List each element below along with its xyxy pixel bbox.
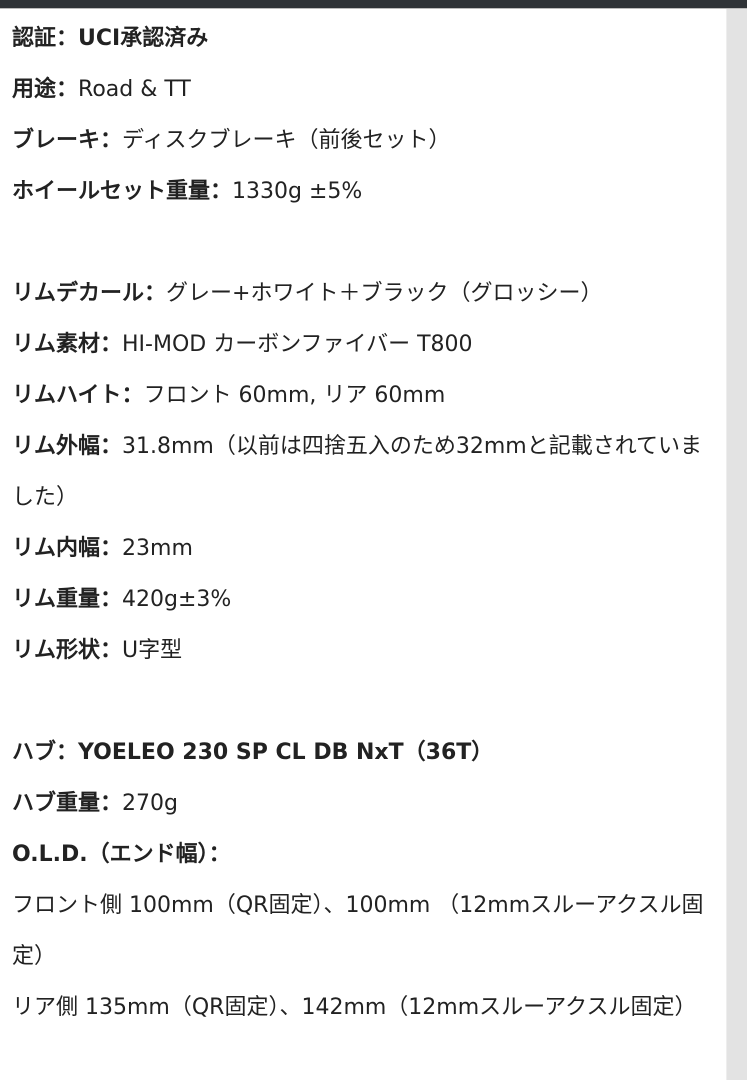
spec-label: ハブ： [12,740,79,765]
spec-value: YOELEO 230 SP CL DB NxT（36T） [78,740,494,765]
spec-label: リム外幅： [12,434,123,459]
spec-value: フロント 60mm, リア 60mm [143,383,446,408]
spec-value: ディスクブレーキ（前後セット） [122,128,451,153]
spec-line: リム外幅：31.8mm（以前は四捨五入のため32mmと記載されていました） [12,421,707,523]
spec-line: リム内幅：23mm [12,523,707,574]
spec-label: リム重量： [12,587,123,612]
spec-label: リム形状： [12,638,123,663]
spec-label: ハブ重量： [12,791,123,816]
spec-label: O.L.D.（エンド幅）： [12,842,231,867]
spec-line: O.L.D.（エンド幅）： [12,829,707,880]
spec-line: リムハイト：フロント 60mm, リア 60mm [12,370,707,421]
spec-label: リム内幅： [12,536,123,561]
spec-value: 23mm [122,536,193,561]
spec-value: 31.8mm（以前は四捨五入のため32mmと記載されていました） [12,434,703,510]
spec-value: UCI承認済み [78,26,209,51]
spec-value: フロント側 100mm（QR固定）、100mm （12mmスルーアクスル固定） [12,893,704,969]
spec-line: 用途：Road & TT [12,64,707,115]
spec-line: リムデカール：グレー+ホワイト＋ブラック（グロッシー） [12,268,707,319]
spec-line: ホイールセット重量：1330g ±5% [12,166,707,217]
spec-value: 1330g ±5% [232,179,363,204]
spec-value: Road & TT [78,77,191,102]
spec-value: グレー+ホワイト＋ブラック（グロッシー） [166,281,603,306]
top-toolbar [0,0,747,9]
spec-line: ハブ：YOELEO 230 SP CL DB NxT（36T） [12,727,707,778]
spec-line: リム重量：420g±3% [12,574,707,625]
spec-line: ハブ重量：270g [12,778,707,829]
scrollbar[interactable] [726,9,747,1080]
spacer [12,676,707,727]
spec-value: 270g [122,791,178,816]
spec-label: リム素材： [12,332,123,357]
spec-line: フロント側 100mm（QR固定）、100mm （12mmスルーアクスル固定） [12,880,707,982]
spec-list: 認証：UCI承認済み 用途：Road & TT ブレーキ：ディスクブレーキ（前後セッ… [12,13,707,1033]
spec-line: リム素材：HI-MOD カーボンファイバー T800 [12,319,707,370]
spec-label: リムデカール： [12,281,167,306]
spec-line: ブレーキ：ディスクブレーキ（前後セット） [12,115,707,166]
spec-label: ホイールセット重量： [12,179,233,204]
spec-line: リア側 135mm（QR固定）、142mm（12mmスルーアクスル固定） [12,982,707,1033]
spec-value: U字型 [122,638,183,663]
spec-label: ブレーキ： [12,128,123,153]
spec-value: リア側 135mm（QR固定）、142mm（12mmスルーアクスル固定） [12,995,697,1020]
spec-line: 認証：UCI承認済み [12,13,707,64]
spec-value: 420g±3% [122,587,232,612]
spec-label: 認証： [12,26,79,51]
spec-line: リム形状：U字型 [12,625,707,676]
spec-label: リムハイト： [12,383,144,408]
spec-value: HI-MOD カーボンファイバー T800 [122,332,473,357]
spacer [12,217,707,268]
spec-label: 用途： [12,77,79,102]
